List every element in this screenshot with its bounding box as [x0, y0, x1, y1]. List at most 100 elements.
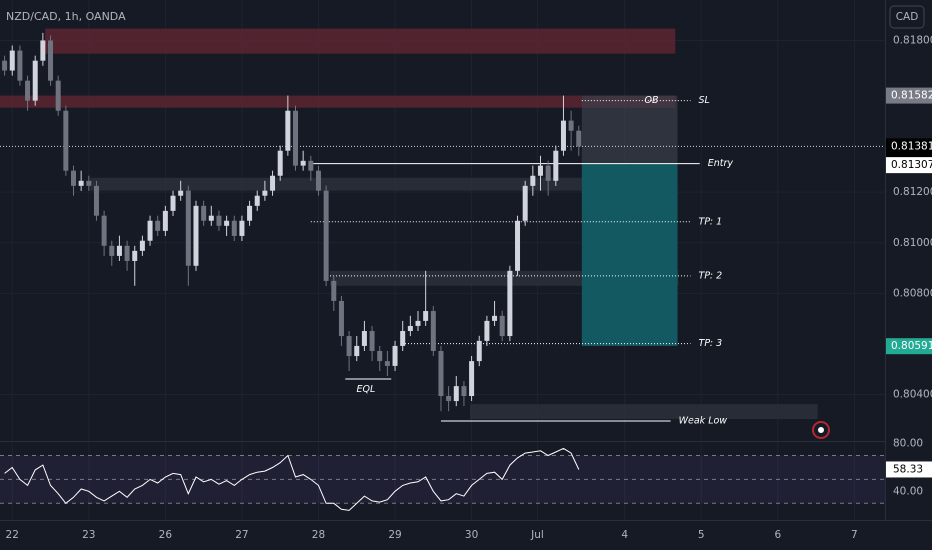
rsi-line: [4, 447, 580, 511]
x-tick-label: 4: [621, 529, 628, 541]
level-label: Entry: [708, 158, 734, 169]
x-tick-label: 22: [6, 529, 19, 541]
x-tick-label: Jul: [530, 529, 544, 541]
candle-body: [308, 160, 314, 171]
candle-body: [369, 331, 375, 351]
candle-body: [293, 110, 299, 166]
x-tick-label: 28: [312, 529, 325, 541]
candle-body: [162, 210, 168, 231]
level-label: SL: [699, 95, 710, 106]
level-label: TP: 1: [699, 216, 723, 227]
candle-body: [270, 175, 276, 191]
candle-body: [568, 120, 574, 131]
price-tag: [886, 138, 932, 155]
candle-body: [415, 320, 421, 326]
candle-body: [392, 345, 398, 366]
zone: [0, 95, 676, 108]
candle-body: [9, 50, 15, 71]
candle-body: [124, 245, 130, 261]
candle-body: [2, 60, 8, 71]
level-label: TP: 3: [699, 338, 723, 349]
candle-body: [239, 220, 245, 236]
price-tag: [886, 157, 932, 174]
candle-body: [315, 170, 321, 191]
currency-button[interactable]: [889, 5, 925, 29]
candle-body: [537, 165, 543, 176]
candle-body: [17, 50, 23, 81]
candle-body: [377, 350, 383, 362]
candle-body: [40, 40, 46, 61]
zone: [470, 404, 818, 420]
candle-body: [193, 205, 199, 266]
x-tick-label: 23: [82, 529, 95, 541]
candle-body: [247, 205, 253, 221]
candle-body: [323, 190, 329, 281]
candle-body: [469, 361, 475, 396]
candle-body: [476, 340, 482, 362]
candle-body: [78, 180, 84, 186]
symbol-title: NZD/CAD, 1h, OANDA: [6, 10, 126, 23]
candle-body: [446, 396, 452, 402]
x-tick-label: 26: [159, 529, 173, 541]
candle-body: [384, 361, 390, 366]
candle-body: [86, 180, 92, 186]
candle-body: [170, 195, 176, 211]
candle-body: [354, 345, 360, 357]
candle-body: [300, 160, 306, 166]
note-label: EQL: [357, 384, 376, 395]
candle-body: [530, 175, 536, 186]
candle-body: [453, 386, 459, 402]
note-label: OB: [645, 95, 659, 106]
x-tick-label: 7: [851, 529, 858, 541]
price-tag-label: 0.81381: [891, 140, 932, 152]
candle-body: [116, 245, 122, 256]
candle-body: [147, 220, 153, 241]
x-tick-label: 29: [388, 529, 401, 541]
rsi-tag-label: 58.33: [893, 463, 923, 475]
x-tick-label: 27: [235, 529, 248, 541]
stop-area: [581, 95, 678, 164]
level-label: Weak Low: [679, 416, 728, 427]
candle-body: [132, 250, 138, 261]
candle-body: [231, 220, 237, 236]
alert-icon-dot: [818, 427, 824, 433]
candle-body: [438, 350, 444, 396]
price-tag: [886, 338, 932, 355]
candle-body: [346, 336, 352, 357]
candle-body: [254, 195, 260, 206]
candle-body: [185, 190, 191, 266]
x-tick-label: 30: [465, 529, 478, 541]
candle-body: [70, 170, 76, 186]
candle-body: [48, 40, 54, 81]
candle-body: [484, 320, 490, 341]
candle-body: [63, 110, 69, 171]
currency-label[interactable]: CAD: [896, 11, 919, 23]
x-tick-label: 6: [774, 529, 781, 541]
candle-body: [430, 311, 436, 351]
candle-body: [101, 215, 107, 246]
rsi-tag: [886, 461, 932, 478]
candle-body: [507, 270, 513, 337]
candle-body: [338, 300, 344, 337]
candle-body: [560, 120, 566, 151]
candle-body: [25, 80, 31, 101]
candle-body: [109, 245, 115, 256]
candle-body: [208, 215, 214, 221]
zone: [45, 28, 676, 54]
level-label: TP: 2: [699, 270, 723, 281]
candle-body: [545, 165, 551, 181]
candle-body: [224, 220, 230, 226]
candle-body: [499, 315, 505, 337]
price-tag-label: 0.81307: [891, 159, 932, 171]
candle-body: [262, 190, 268, 196]
candle-body: [553, 150, 559, 181]
candle-body: [139, 240, 145, 251]
candle-body: [515, 220, 521, 271]
candle-body: [400, 331, 406, 346]
